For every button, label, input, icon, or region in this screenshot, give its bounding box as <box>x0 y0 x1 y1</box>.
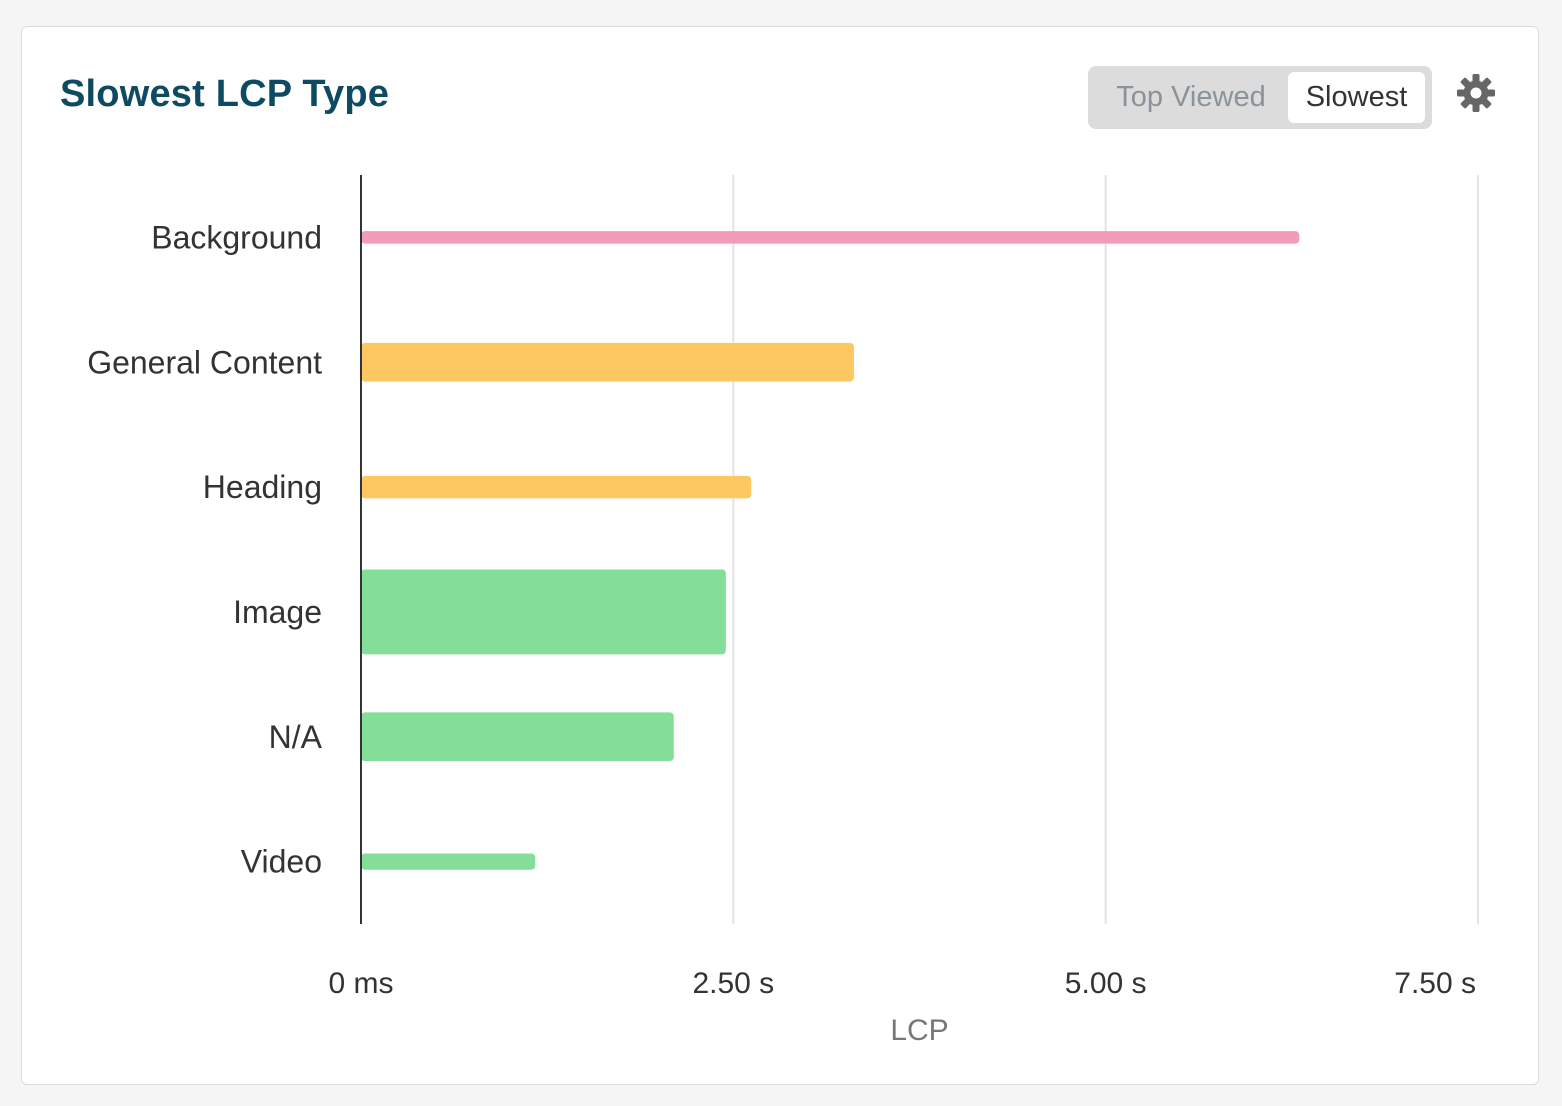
x-tick-label: 2.50 s <box>692 967 774 1000</box>
view-toggle[interactable]: Top Viewed Slowest <box>1088 66 1432 129</box>
category-label: Heading <box>203 469 322 505</box>
x-tick-label: 7.50 s <box>1394 967 1476 1000</box>
card-title: Slowest LCP Type <box>60 73 390 115</box>
grid-lines <box>732 175 1479 924</box>
bar-heading[interactable] <box>361 475 752 499</box>
bar-general-content[interactable] <box>361 342 854 382</box>
lcp-type-card: Slowest LCP Type Top Viewed Slowest Back… <box>21 26 1539 1085</box>
category-label: Video <box>241 844 322 880</box>
x-tick-labels: 0 ms 2.50 s 5.00 s 7.50 s <box>328 967 1476 1000</box>
category-labels: Background General Content Heading Image N/A… <box>87 219 322 879</box>
category-label: Image <box>233 594 322 630</box>
lcp-bar-chart: Background General Content Heading Image N/A… <box>87 175 1479 1047</box>
category-label: N/A <box>269 719 323 755</box>
x-tick-label: 0 ms <box>328 967 393 1000</box>
toggle-top-viewed[interactable]: Top Viewed <box>1116 81 1266 113</box>
x-tick-label: 5.00 s <box>1065 967 1147 1000</box>
bars <box>361 231 1300 870</box>
x-axis-title: LCP <box>890 1014 948 1047</box>
bar-background[interactable] <box>361 231 1300 244</box>
bar-image[interactable] <box>361 569 726 655</box>
category-label: General Content <box>87 344 322 380</box>
category-label: Background <box>151 219 322 255</box>
bar-n-a[interactable] <box>361 712 674 762</box>
gear-icon[interactable] <box>1454 71 1498 115</box>
bar-video[interactable] <box>361 853 536 870</box>
toggle-slowest[interactable]: Slowest <box>1288 72 1425 123</box>
